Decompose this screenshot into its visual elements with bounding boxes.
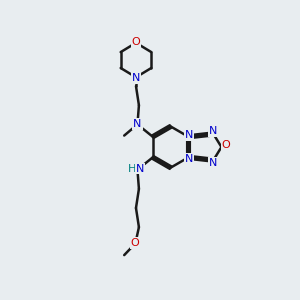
Text: N: N [132,73,140,83]
Text: N: N [209,126,218,136]
Text: N: N [133,119,142,129]
Text: O: O [130,238,139,248]
Text: O: O [222,140,230,150]
Text: N: N [185,154,193,164]
Text: O: O [132,37,140,47]
Text: N: N [136,164,144,174]
Text: H: H [128,164,136,174]
Text: N: N [185,130,193,140]
Text: N: N [209,158,218,168]
